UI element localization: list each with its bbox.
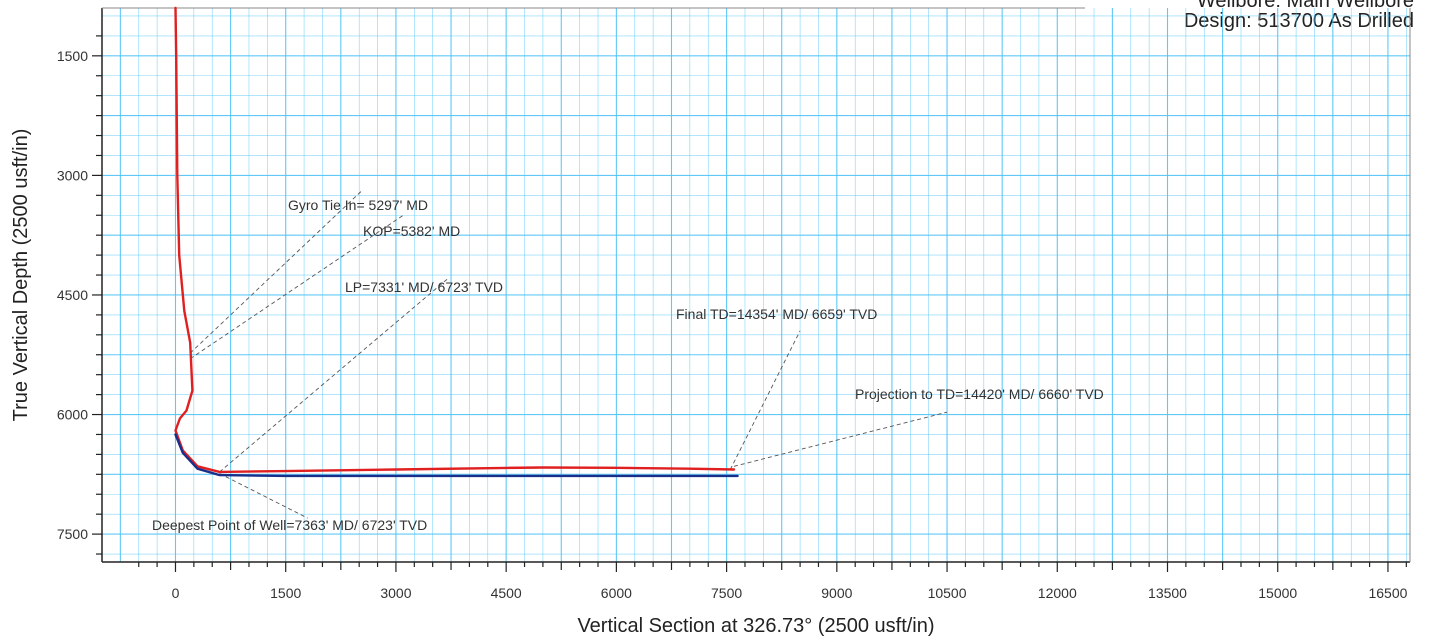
x-tick-label: 4500 [491,585,522,601]
x-tick-label: 10500 [928,585,967,601]
y-axis-title: True Vertical Depth (2500 usft/in) [10,129,32,422]
annotation-label: Gyro Tie In= 5297' MD [288,197,428,213]
annotation-leader [729,330,801,470]
wellpath-line-red [174,6,736,474]
annotation-label: Deepest Point of Well=7363' MD/ 6723' TV… [152,517,427,533]
annotation-leader [219,473,308,519]
y-tick-label: 7500 [57,526,88,542]
y-tick-label: 4500 [57,287,88,303]
x-tick-label: 3000 [380,585,411,601]
y-tick-label: 1500 [57,48,88,64]
x-tick-label: 9000 [821,585,852,601]
annotation-label: Final TD=14354' MD/ 6659' TVD [676,306,877,322]
wellbore-label: Wellbore: Main Wellbore [1196,0,1414,12]
annotation-leader [189,189,364,354]
x-tick-label: 1500 [270,585,301,601]
x-tick-label: 13500 [1148,585,1187,601]
annotation-leader [189,214,404,360]
annotation-leader [733,411,948,467]
annotation-label: Projection to TD=14420' MD/ 6660' TVD [855,386,1104,402]
grid [101,8,1410,562]
y-tick-label: 6000 [57,407,88,423]
x-axis-title: Vertical Section at 326.73° (2500 usft/i… [577,615,934,637]
wellpath-line-blue [174,433,739,478]
x-tick-label: 16500 [1368,585,1407,601]
x-tick-label: 12000 [1038,585,1077,601]
x-tick-label: 15000 [1258,585,1297,601]
y-tick-label: 3000 [57,167,88,183]
x-tick-label: 6000 [601,585,632,601]
annotation-leader [219,278,448,473]
annotation-label: KOP=5382' MD [363,223,460,239]
annotation-label: LP=7331' MD/ 6723' TVD [345,279,503,295]
x-tick-label: 0 [172,585,180,601]
design-label: Design: 513700 As Drilled [1183,10,1414,32]
x-tick-label: 7500 [711,585,742,601]
